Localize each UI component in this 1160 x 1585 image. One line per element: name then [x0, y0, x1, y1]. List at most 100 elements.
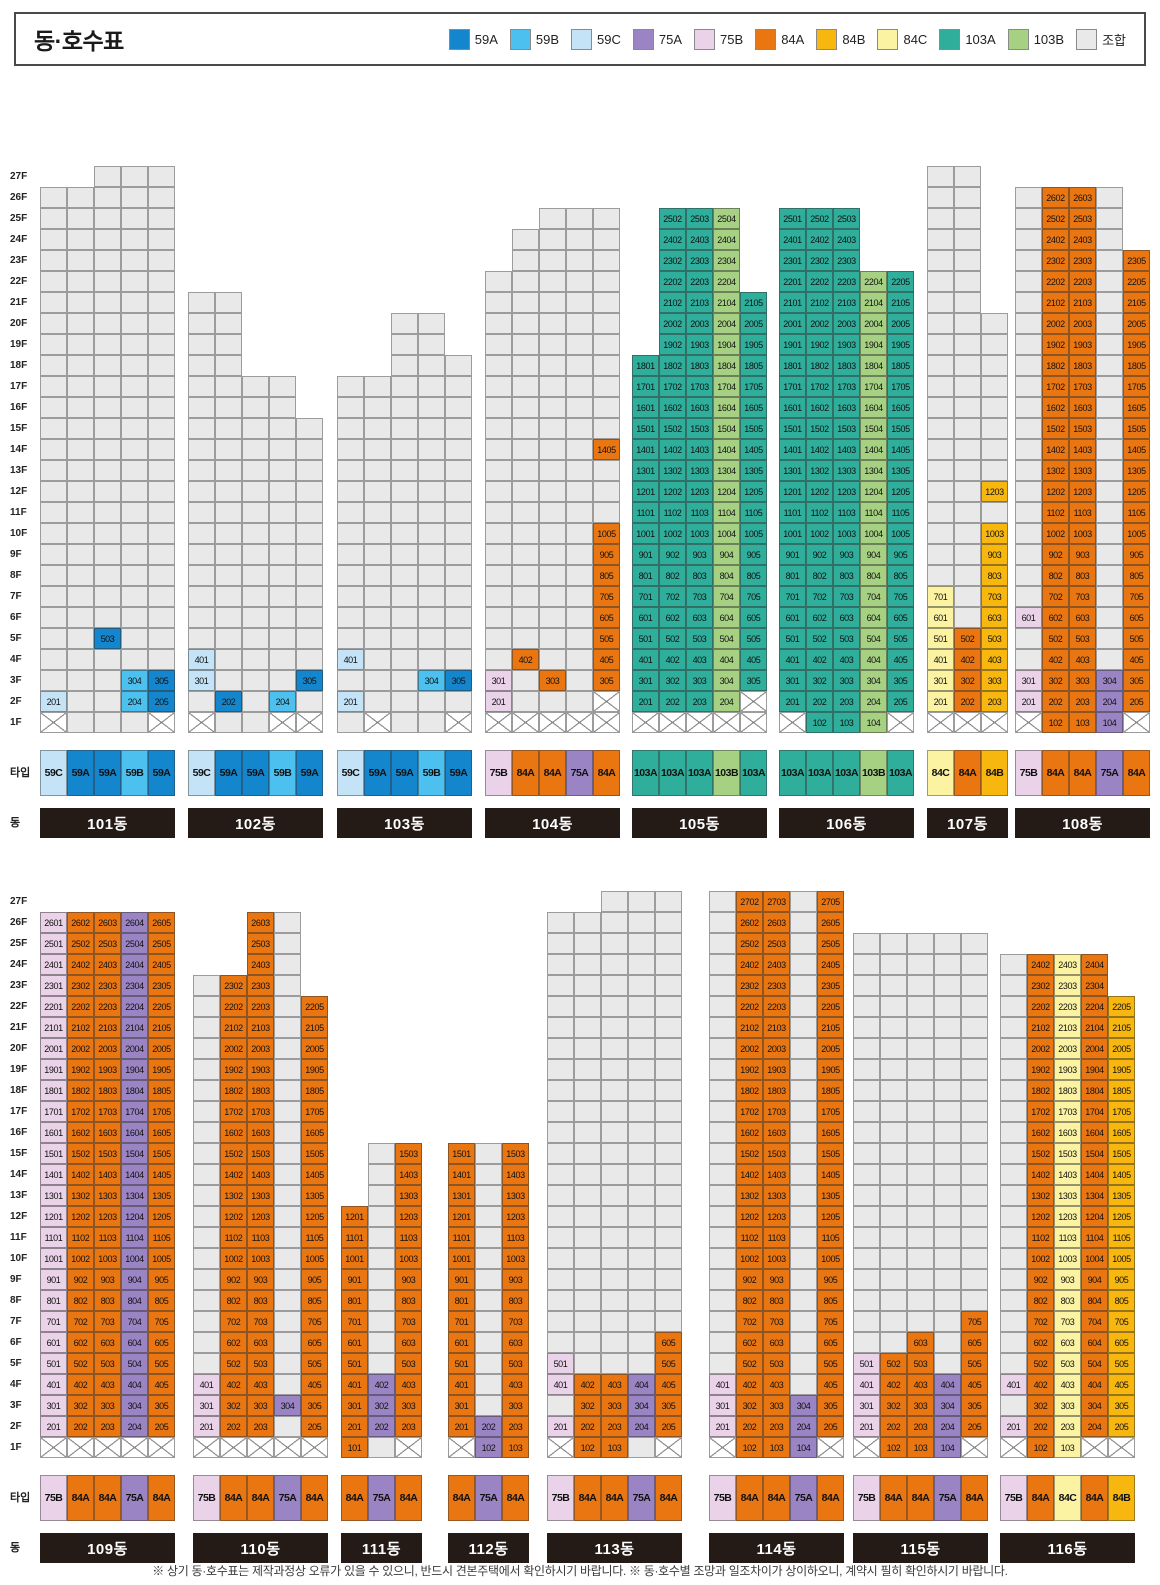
assoc-cell	[628, 1080, 655, 1101]
floor-row: 401 402 403 404 405	[632, 649, 767, 670]
assoc-cell	[188, 691, 215, 712]
assoc-cell	[121, 208, 148, 229]
crossed-cell	[1000, 1437, 1027, 1458]
unit-cell-2004: 2004	[713, 313, 740, 334]
floor-row	[337, 628, 472, 649]
unit-cell-1502: 1502	[1027, 1143, 1054, 1164]
assoc-cell	[655, 1206, 682, 1227]
assoc-cell	[1015, 502, 1042, 523]
assoc-cell	[981, 355, 1008, 376]
assoc-cell	[961, 1269, 988, 1290]
unit-cell-1605: 1605	[301, 1122, 328, 1143]
assoc-cell	[121, 271, 148, 292]
unit-cell-2402: 2402	[806, 229, 833, 250]
unit-cell-2403: 2403	[763, 954, 790, 975]
unit-cell-1101: 1101	[779, 502, 806, 523]
assoc-cell	[566, 229, 593, 250]
unit-cell-303: 303	[1054, 1395, 1081, 1416]
unit-cell-2302: 2302	[1027, 975, 1054, 996]
floor-row	[337, 502, 472, 523]
unit-cell-903: 903	[1054, 1269, 1081, 1290]
floor-row: 2201 2202 2203 2204 2205	[40, 996, 175, 1017]
assoc-cell	[934, 1038, 961, 1059]
floor-row	[547, 891, 682, 912]
assoc-cell	[954, 586, 981, 607]
assoc-cell	[274, 975, 301, 996]
unit-cell-304: 304	[121, 1395, 148, 1416]
type-cell-75A: 75A	[628, 1475, 655, 1521]
assoc-cell	[790, 1164, 817, 1185]
type-cell-75B: 75B	[853, 1475, 880, 1521]
unit-cell-1404: 1404	[713, 439, 740, 460]
unit-cell-1801: 1801	[632, 355, 659, 376]
assoc-cell	[601, 1248, 628, 1269]
building-112동: 1501 1503 1401 1403 1301 1303 1201 1203 1101 1103…	[448, 891, 529, 1458]
floor-row	[547, 1101, 682, 1122]
unit-cell-601: 601	[1015, 607, 1042, 628]
assoc-cell	[981, 334, 1008, 355]
unit-cell-601: 601	[40, 1332, 67, 1353]
type-cell-75B: 75B	[1000, 1475, 1027, 1521]
floor-row	[448, 1017, 529, 1038]
type-cell-84A: 84A	[539, 750, 566, 796]
unit-cell-503: 503	[1054, 1353, 1081, 1374]
assoc-cell	[927, 523, 954, 544]
unit-cell-102: 102	[475, 1437, 502, 1458]
assoc-cell	[368, 1437, 395, 1458]
assoc-cell	[391, 502, 418, 523]
floor-row	[337, 481, 472, 502]
assoc-cell	[193, 1017, 220, 1038]
assoc-cell	[628, 1164, 655, 1185]
legend-swatch-84C	[877, 28, 899, 50]
unit-cell-1202: 1202	[1042, 481, 1069, 502]
unit-cell-1405: 1405	[740, 439, 767, 460]
assoc-cell	[574, 1038, 601, 1059]
crossed-cell	[539, 712, 566, 733]
crossed-cell	[817, 1437, 844, 1458]
dong-bar-113동: 113동	[547, 1533, 682, 1563]
floor-row	[547, 1269, 682, 1290]
assoc-cell	[981, 397, 1008, 418]
floor-row: 705	[485, 586, 620, 607]
floor-row: 1101 1103	[448, 1227, 529, 1248]
floor-label: 4F	[10, 654, 22, 665]
unit-cell-1603: 1603	[247, 1122, 274, 1143]
floor-row: 2302 2303 2304	[632, 250, 767, 271]
assoc-cell	[593, 313, 620, 334]
unit-cell-204: 204	[121, 691, 148, 712]
unit-cell-1805: 1805	[817, 1080, 844, 1101]
assoc-cell	[418, 649, 445, 670]
unit-cell-202: 202	[736, 1416, 763, 1437]
unit-cell-702: 702	[67, 1311, 94, 1332]
assoc-cell	[961, 1227, 988, 1248]
assoc-cell	[40, 418, 67, 439]
assoc-cell	[853, 1248, 880, 1269]
assoc-cell	[981, 502, 1008, 523]
floor-row	[1000, 933, 1135, 954]
assoc-cell	[418, 334, 445, 355]
legend-swatch-84B	[816, 28, 838, 50]
floor-row: 1301 1303	[448, 1185, 529, 1206]
assoc-cell	[1096, 544, 1123, 565]
assoc-cell	[709, 1290, 736, 1311]
floor-row	[927, 313, 1008, 334]
unit-cell-1203: 1203	[502, 1206, 529, 1227]
unit-cell-1002: 1002	[220, 1248, 247, 1269]
legend-swatch-59A	[448, 28, 470, 50]
assoc-cell	[94, 649, 121, 670]
floor-row: 102 103	[1000, 1437, 1135, 1458]
assoc-cell	[274, 933, 301, 954]
floor-row: 1001 1002 1003 1004 1005	[40, 1248, 175, 1269]
assoc-cell	[67, 355, 94, 376]
type-cell-84A: 84A	[1042, 750, 1069, 796]
floor-row	[547, 1080, 682, 1101]
unit-cell-1503: 1503	[395, 1143, 422, 1164]
assoc-cell	[927, 439, 954, 460]
floor-row	[341, 1017, 422, 1038]
assoc-cell	[709, 891, 736, 912]
assoc-cell	[40, 229, 67, 250]
dong-bar-112동: 112동	[448, 1533, 529, 1563]
unit-cell-205: 205	[817, 1416, 844, 1437]
unit-cell-2005: 2005	[148, 1038, 175, 1059]
assoc-cell	[364, 691, 391, 712]
